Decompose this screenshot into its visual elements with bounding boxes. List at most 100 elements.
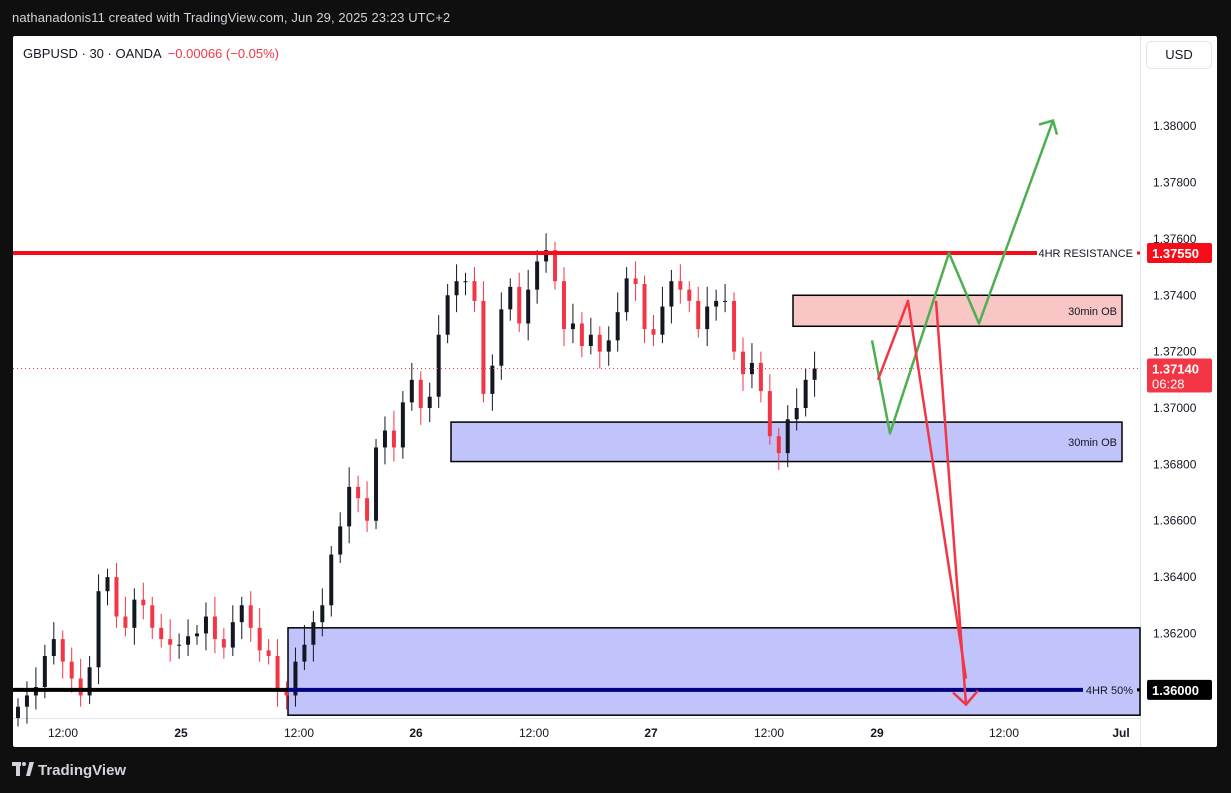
candle <box>803 368 808 417</box>
candle <box>96 574 101 685</box>
candle <box>284 681 289 710</box>
candle-body <box>678 281 683 290</box>
time-tick-label: 26 <box>409 726 423 740</box>
candle <box>365 481 370 532</box>
candle-body <box>561 281 566 330</box>
candle <box>732 292 737 361</box>
candle-body <box>597 334 602 352</box>
candle-body <box>615 312 620 341</box>
bearish-ob-box <box>792 294 1123 328</box>
candle-body <box>812 368 817 380</box>
last-price-tag <box>1147 358 1212 393</box>
candle-body <box>159 627 164 640</box>
candle-body <box>275 656 280 690</box>
candle-body <box>302 644 307 662</box>
candle <box>794 388 799 431</box>
candle-body <box>365 498 370 521</box>
candle-body <box>177 644 182 646</box>
time-tick-label: 25 <box>174 726 188 740</box>
candle-body <box>642 284 647 330</box>
candle-body <box>723 300 728 302</box>
chart-frame[interactable]: 1.38000 1.37800 1.37600 1.37400 1.37200 1.370… <box>13 36 1217 747</box>
candle-body <box>499 309 504 366</box>
candle <box>633 261 638 301</box>
fifty-percent-label: 4HR 50% <box>1086 685 1133 697</box>
candle <box>329 546 334 617</box>
candle <box>123 596 128 637</box>
candle <box>678 264 683 304</box>
candle <box>141 582 146 620</box>
candle <box>400 391 405 459</box>
candle-body <box>400 402 405 448</box>
candle <box>177 633 182 659</box>
candle-body <box>463 281 468 283</box>
candle-body <box>427 396 432 408</box>
symbol-legend[interactable]: GBPUSD · 30 · OANDA −0.00066 (−0.05%) <box>23 46 279 61</box>
candle <box>409 362 414 411</box>
candle <box>758 351 763 403</box>
candle <box>338 512 343 563</box>
candle-body <box>660 306 665 335</box>
candle-body <box>230 622 235 648</box>
fifty-price-tag <box>1147 679 1212 700</box>
candle-body <box>606 340 611 352</box>
candle <box>651 315 656 346</box>
candle <box>615 292 620 352</box>
candle-body <box>544 250 549 262</box>
candle <box>714 289 719 321</box>
candle <box>320 588 325 637</box>
candle-body <box>588 334 593 346</box>
candle <box>490 354 495 411</box>
bearish-projection-path <box>876 299 968 679</box>
candle <box>51 622 56 665</box>
candle-body <box>284 689 289 696</box>
candle-body <box>320 605 325 623</box>
resistance-label: 4HR RESISTANCE <box>1038 248 1133 260</box>
time-tick-label: 12:00 <box>754 726 784 740</box>
candle <box>660 286 665 344</box>
price-tick-label: 1.37800 <box>1153 176 1197 190</box>
candle-body <box>732 300 737 352</box>
candle-body <box>633 278 638 284</box>
candle <box>374 439 379 530</box>
candle-body <box>624 278 629 313</box>
candle-body <box>669 281 674 307</box>
candle-body <box>96 591 101 668</box>
candle-body <box>454 281 459 296</box>
candle <box>248 591 253 642</box>
candle-body <box>749 362 754 375</box>
candle <box>186 619 191 656</box>
candle <box>454 264 459 313</box>
candle-body <box>150 605 155 628</box>
currency-button[interactable]: USD <box>1146 41 1212 69</box>
tradingview-logo[interactable]: TradingView <box>12 762 126 779</box>
candle <box>579 312 584 358</box>
candle <box>588 317 593 355</box>
price-chart[interactable]: 1.38000 1.37800 1.37600 1.37400 1.37200 1.370… <box>13 36 1217 747</box>
time-tick-label: 27 <box>644 726 658 740</box>
candle-body <box>212 616 217 640</box>
candle-body <box>687 289 692 301</box>
candle <box>553 241 558 290</box>
candle-body <box>714 300 719 307</box>
candle <box>723 284 728 313</box>
candle <box>705 286 710 346</box>
candle-body <box>391 430 396 448</box>
candle <box>767 374 772 445</box>
candle <box>150 596 155 640</box>
candle <box>87 656 92 704</box>
candle <box>535 250 540 304</box>
candle <box>749 343 754 389</box>
candle <box>347 467 352 544</box>
candle-body <box>696 300 701 330</box>
candle-body <box>758 362 763 392</box>
time-tick-label: 12:00 <box>519 726 549 740</box>
bearish-arrow-head <box>952 689 979 707</box>
candle <box>776 427 781 470</box>
candle <box>427 382 432 423</box>
footer-bar: TradingView <box>0 750 1231 793</box>
candle <box>436 315 441 408</box>
candle-body <box>132 599 137 628</box>
candle <box>561 267 566 346</box>
bullish-arrow-head <box>1038 119 1059 135</box>
